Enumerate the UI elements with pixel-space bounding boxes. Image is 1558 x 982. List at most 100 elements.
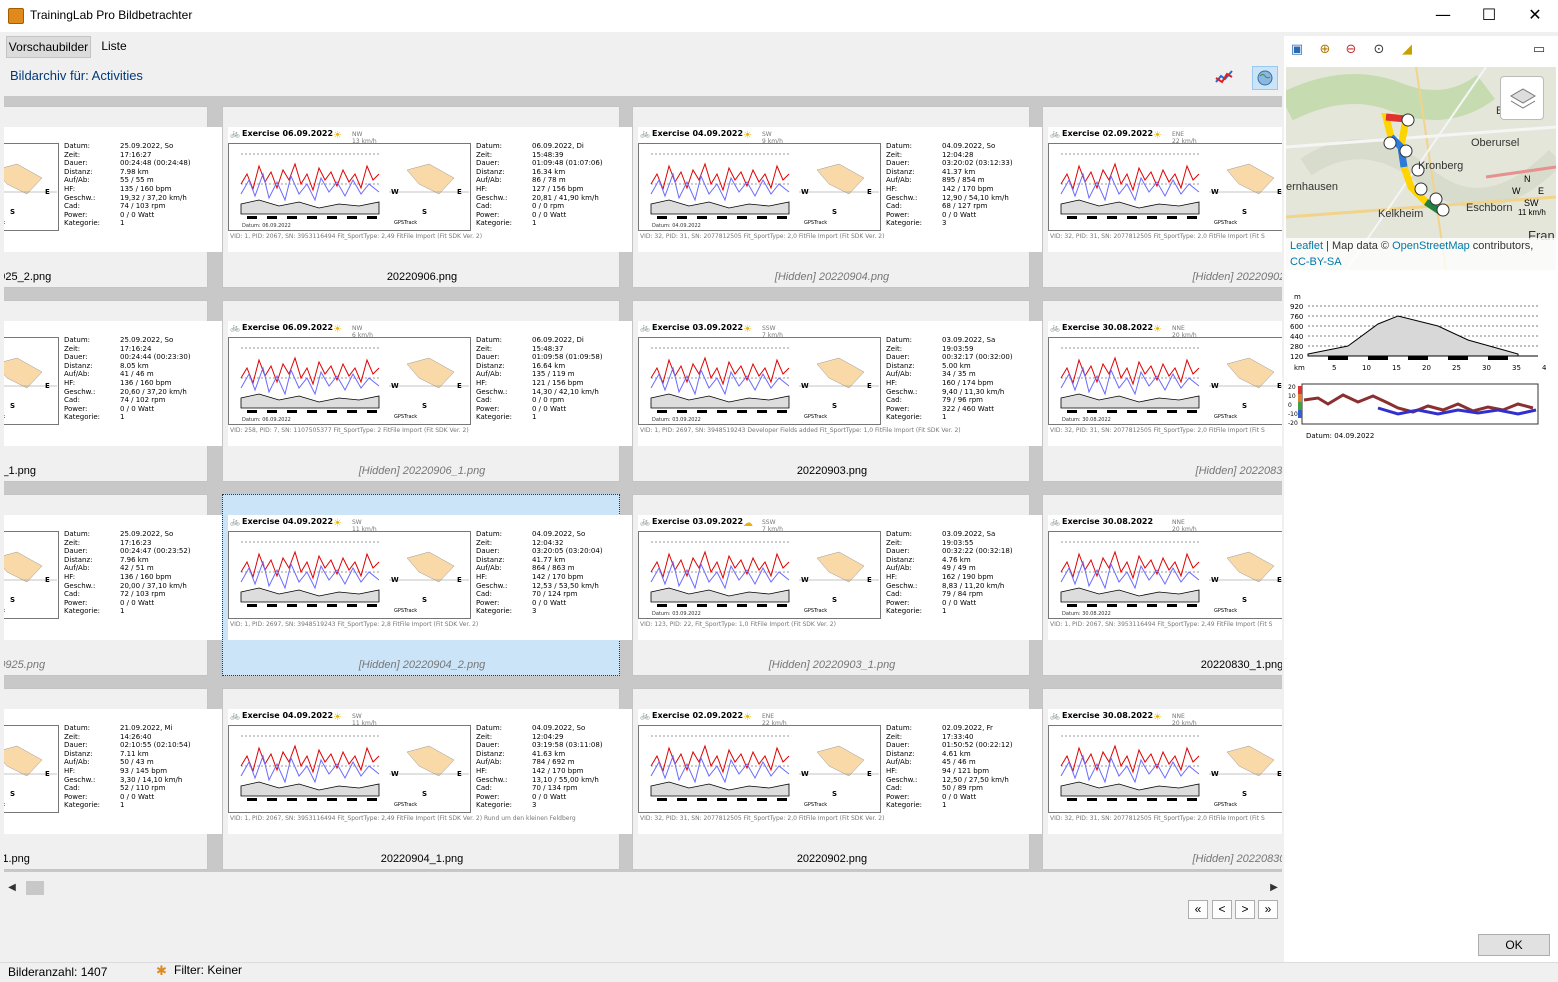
weather-icon: ☀: [1153, 130, 1162, 141]
stat-label: HF:: [64, 572, 76, 581]
thumbnail-card[interactable]: 🚲 Exercise 04.09.2022 W E S GPSTrack ☀ SW 1…: [222, 688, 1028, 870]
thumbnail-card[interactable]: 🚲 Exercise 02.09.2022 W E S GPSTrack ☀ ENE…: [632, 688, 1282, 870]
scroll-left-icon[interactable]: ◀: [8, 882, 16, 893]
filter-label[interactable]: Filter: Keiner: [174, 963, 243, 977]
stat-value: 04.09.2022, So: [532, 724, 586, 732]
stat-label: Geschw.:: [64, 775, 96, 784]
elevation-profile-icon[interactable]: ◢: [1402, 41, 1412, 56]
restore-panel-icon[interactable]: ▭: [1532, 41, 1546, 56]
stat-row-distanz: Distanz: 4.76 km: [886, 556, 1013, 565]
first-page-button[interactable]: «: [1188, 900, 1208, 919]
svg-text:W: W: [1211, 770, 1219, 778]
stat-row-aufab: Auf/Ab: 135 / 119 m: [476, 370, 603, 379]
stat-value: 135 / 119 m: [532, 370, 575, 379]
prev-page-button[interactable]: <: [1212, 900, 1232, 919]
thumbnail-card[interactable]: 🚲 Exercise 04.09.2022 W E S GPSTrack ☀ SW 1…: [222, 494, 1028, 676]
tab-vorschaubilder[interactable]: Vorschaubilder: [6, 36, 91, 58]
close-button[interactable]: ✕: [1528, 5, 1542, 24]
thumbnail-card[interactable]: 🚲 Exercise 30.08.2022 W E S GPSTrack NNE 2…: [1042, 494, 1282, 676]
stat-value: 49 / 49 m: [942, 564, 976, 573]
svg-text:S: S: [10, 790, 15, 798]
maximize-button[interactable]: ☐: [1481, 5, 1497, 24]
layers-button[interactable]: [1500, 76, 1544, 120]
bike-icon: 🚲: [640, 517, 650, 526]
elev-y-tick: 440: [1290, 333, 1303, 341]
thumbnail-card[interactable]: 🚲 Exercise 03.09.2022 W E S GPSTrack ☀ SSW…: [632, 300, 1282, 482]
exercise-title: Exercise 06.09.2022: [242, 129, 334, 138]
stat-label: Zeit:: [64, 732, 81, 741]
chart-date: Datum: 06.09.2022: [242, 223, 291, 229]
stat-row-kategorie: Kategorie: 1: [886, 801, 1013, 810]
elev-x-tick: 10: [1362, 364, 1371, 372]
filter-icon[interactable]: ✱: [156, 963, 167, 978]
stat-row-power: Power: 0 / 0 Watt: [886, 793, 1013, 802]
stat-row-kategorie: Kategorie: 3: [886, 219, 1013, 228]
wind-dir: SSW: [762, 519, 776, 526]
thumbnail-card[interactable]: 🚲 Exercise 03.09.2022 W E S GPSTrack ☁ SSW…: [632, 494, 1282, 676]
fit-bounds-icon[interactable]: ▣: [1290, 41, 1304, 56]
chart-date: Datum: 04.09.2022: [652, 223, 701, 229]
thumbnail-card[interactable]: 🚲 Exercise 30.08.2022 W E S GPSTrack ☀ NNE…: [1042, 300, 1282, 482]
thumbnail-caption: [Hidden] 20220902_: [1192, 271, 1282, 283]
stat-row-dauer: Dauer: 01:09:58 (01:09:58): [476, 353, 603, 362]
wind-dir: NNE: [1172, 713, 1185, 720]
stat-row-aufab: Auf/Ab: 34 / 35 m: [886, 370, 1013, 379]
thumbnail-card[interactable]: 🚲 W E S GPSTrack Datum:21.09.2022, MiZei…: [4, 688, 616, 870]
thumbnail-card[interactable]: 🚲 Exercise 06.09.2022 W E S GPSTrack ☀ NW 1…: [222, 106, 1028, 288]
stat-value: 34 / 35 m: [942, 370, 976, 379]
stat-row-cad: Cad: 74 / 102 rpm: [64, 396, 191, 405]
minimize-button[interactable]: —: [1435, 5, 1451, 24]
zoom-out-icon[interactable]: ⊖: [1345, 41, 1357, 56]
stat-value: 1: [120, 801, 125, 810]
weather-icon: ☁: [743, 518, 753, 529]
stat-row-dauer: Dauer: 00:24:44 (00:23:30): [64, 353, 191, 362]
thumbnail-card[interactable]: 🚲 Exercise 04.09.2022 W E S GPSTrack ☀ SW 9…: [632, 106, 1282, 288]
leaflet-link[interactable]: Leaflet: [1290, 240, 1324, 252]
status-bar: [0, 962, 1558, 982]
thumbnail-card[interactable]: 🚲 Exercise 02.09.2022 W E S GPSTrack ☀ ENE…: [1042, 106, 1282, 288]
stat-row-geschw: Geschw.: 14,30 / 42,10 km/h: [476, 388, 603, 397]
stat-label: Dauer:: [64, 159, 88, 168]
ok-button[interactable]: OK: [1478, 934, 1550, 956]
stat-label: Dauer:: [476, 547, 500, 556]
zoom-in-icon[interactable]: ⊕: [1319, 41, 1331, 56]
thumbnail-card[interactable]: 🚲 W E S GPSTrack Datum:25.09.2022, SoZei…: [4, 106, 616, 288]
thumbnail-card[interactable]: 🚲 W E S GPSTrack Datum:25.09.2022, SoZei…: [4, 494, 616, 676]
stat-value: 15:48:39: [532, 150, 564, 159]
thumbnail-card[interactable]: 🚲 Exercise 30.08.2022 W E S GPSTrack ☀ NNE…: [1042, 688, 1282, 870]
stat-row-hf: HF: 142 / 170 bpm: [476, 767, 603, 776]
scroll-right-icon[interactable]: ▶: [1270, 882, 1278, 893]
stat-value: 41 / 46 m: [120, 370, 154, 379]
thumbnail-card[interactable]: 🚲 W E S GPSTrack Datum:25.09.2022, SoZei…: [4, 300, 616, 482]
last-page-button[interactable]: »: [1258, 900, 1278, 919]
stat-value: 0 / 0 rpm: [532, 396, 565, 405]
globe-button[interactable]: [1252, 66, 1278, 90]
scrollbar-thumb[interactable]: [26, 881, 44, 895]
svg-text:E: E: [867, 382, 872, 390]
exercise-stats: Datum: 03.09.2022, Sa Zeit: 19:03:59 Dauer: 0…: [886, 336, 1013, 422]
horizontal-scrollbar[interactable]: [4, 880, 1282, 896]
osm-link[interactable]: OpenStreetMap: [1392, 240, 1470, 252]
stat-label: Cad:: [886, 202, 902, 211]
route-icon[interactable]: [1214, 68, 1234, 86]
stat-value: 16.64 km: [532, 361, 566, 370]
weather-icon: ☀: [1153, 324, 1162, 335]
chart-date: Datum: 30.08.2022: [1062, 417, 1111, 423]
next-page-button[interactable]: >: [1235, 900, 1255, 919]
thumbnail-card[interactable]: 🚲 Exercise 06.09.2022 W E S GPSTrack ☀ NW 6…: [222, 300, 1028, 482]
stat-label: Cad:: [476, 784, 492, 793]
stat-label: Zeit:: [476, 150, 493, 159]
stat-value: 162 / 190 bpm: [942, 572, 994, 581]
stat-value: 3,30 / 14,10 km/h: [120, 775, 183, 784]
svg-text:S: S: [1242, 402, 1247, 410]
stat-value: 01:09:58 (01:09:58): [532, 353, 603, 362]
thumbnail-gallery[interactable]: 🚲 W E S GPSTrack Datum:25.09.2022, SoZei…: [4, 96, 1282, 872]
exercise-chart: W E S GPSTrack: [638, 337, 881, 425]
tab-liste[interactable]: Liste: [101, 39, 127, 53]
stat-row-datum: Datum: 03.09.2022, Sa: [886, 336, 1013, 345]
compass-icon: N W E SW 11 km/h: [1508, 174, 1548, 218]
stat-value: 41.37 km: [942, 167, 976, 176]
license-link[interactable]: CC-BY-SA: [1290, 256, 1342, 268]
wind-speed: 20 km/h: [1172, 526, 1197, 533]
north-up-icon[interactable]: ⊙: [1373, 41, 1385, 56]
